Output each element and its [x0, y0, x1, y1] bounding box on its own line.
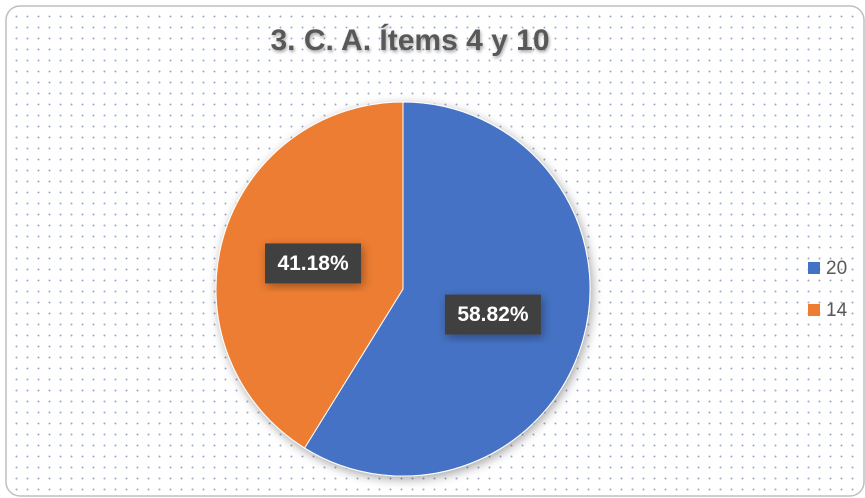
data-label: 41.18% — [265, 243, 362, 284]
data-labels: 58.82% 41.18% — [265, 243, 541, 335]
data-label-box — [444, 294, 541, 335]
data-label-text: 58.82% — [457, 303, 529, 326]
legend-label: 14 — [826, 300, 848, 321]
data-label-text: 41.18% — [277, 252, 349, 275]
chart-title: 3. C. A. Ítems 4 y 10 — [270, 23, 549, 57]
legend-swatch — [808, 262, 820, 274]
legend-swatch — [808, 304, 820, 316]
legend-label: 20 — [826, 258, 847, 279]
pie — [215, 101, 591, 477]
data-label: 58.82% — [444, 294, 541, 335]
data-label-box — [265, 243, 362, 284]
pie-slice — [303, 101, 591, 477]
